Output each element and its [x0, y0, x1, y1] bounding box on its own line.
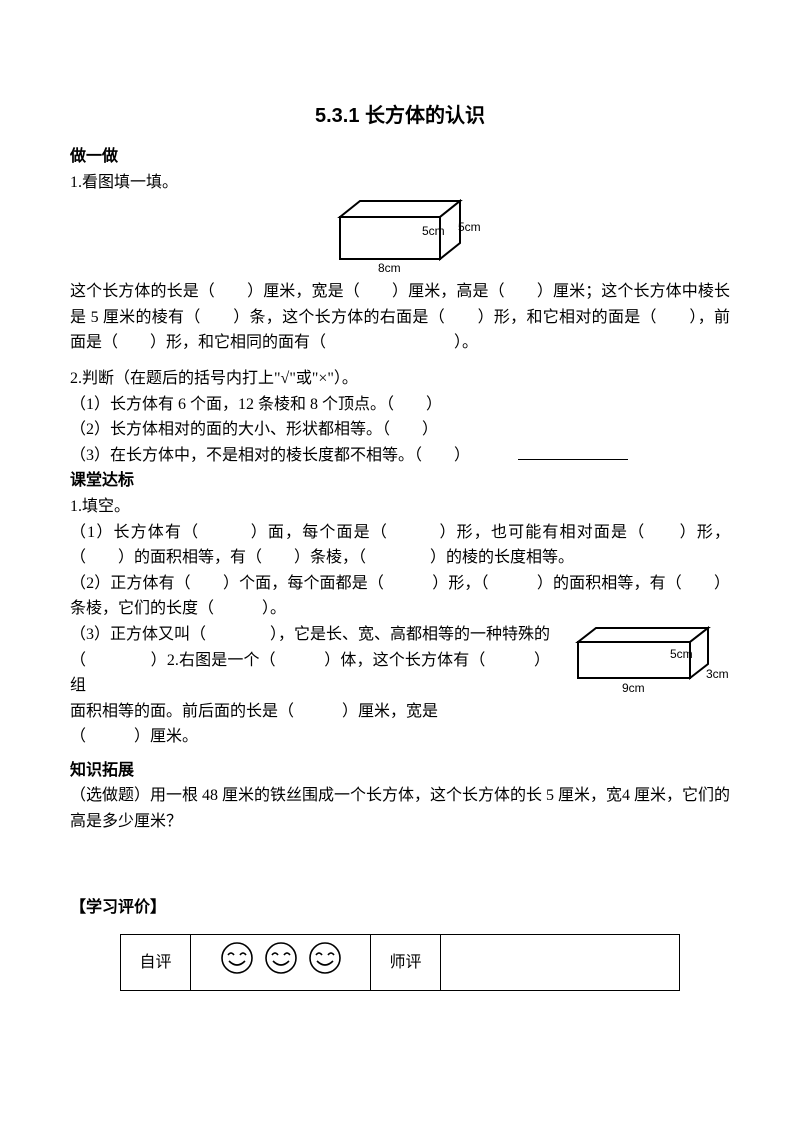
cuboid2-h-label: 5cm [670, 647, 693, 661]
cuboid1-h-label: 5cm [422, 224, 445, 238]
q2-item1: （1）长方体有 6 个面，12 条棱和 8 个顶点。（ ） [70, 392, 730, 418]
smiley-icon[interactable] [264, 941, 298, 975]
q2-item2: （2）长方体相对的面的大小、形状都相等。（ ） [70, 417, 730, 443]
smiley-cell[interactable] [191, 935, 371, 991]
evaluation-heading: 【学习评价】 [70, 895, 730, 921]
teacher-eval-cell[interactable] [441, 935, 680, 991]
evaluation-block: 【学习评价】 自评 [70, 895, 730, 992]
cuboid1-d-label: 5cm [458, 220, 481, 234]
cuboid2-w-label: 9cm [622, 681, 645, 695]
section-zuoyizuo: 做一做 [70, 144, 730, 170]
cuboid-figure-1: 5cm 5cm 8cm [70, 197, 730, 275]
cuboid1-w-label: 8cm [378, 261, 401, 275]
section-zhishi: 知识拓展 [70, 758, 730, 784]
page-title: 5.3.1 长方体的认识 [70, 100, 730, 132]
cuboid-figure-2: 5cm 3cm 9cm [560, 626, 730, 705]
self-eval-label: 自评 [121, 935, 191, 991]
q1-body: 这个长方体的长是（ ）厘米，宽是（ ）厘米，高是（ ）厘米；这个长方体中棱长是 … [70, 279, 730, 356]
q2-item3-text: （3）在长方体中，不是相对的棱长度都不相等。（ ） [70, 447, 470, 464]
q1-intro: 1.看图填一填。 [70, 170, 730, 196]
teacher-eval-label: 师评 [371, 935, 441, 991]
section-ketang: 课堂达标 [70, 468, 730, 494]
evaluation-table: 自评 [120, 934, 680, 991]
kt-f1: （1）长方体有（ ）面，每个面是（ ）形，也可能有相对面是（ ）形，（ ）的面积… [70, 520, 730, 571]
cuboid2-d-label: 3cm [706, 667, 729, 681]
q2-intro: 2.判断（在题后的括号内打上"√"或"×"）。 [70, 366, 730, 392]
extension-problem: （选做题）用一根 48 厘米的铁丝围成一个长方体，这个长方体的长 5 厘米，宽4… [70, 783, 730, 834]
blank-line[interactable] [518, 459, 628, 460]
kt-f3c: （ ）厘米。 [70, 724, 730, 750]
smiley-icon[interactable] [308, 941, 342, 975]
smiley-icon[interactable] [220, 941, 254, 975]
kt-f2: （2）正方体有（ ）个面，每个面都是（ ）形，（ ）的面积相等，有（ ）条棱，它… [70, 571, 730, 622]
q2-item3: （3）在长方体中，不是相对的棱长度都不相等。（ ） [70, 443, 730, 469]
kt-q1-intro: 1.填空。 [70, 494, 730, 520]
